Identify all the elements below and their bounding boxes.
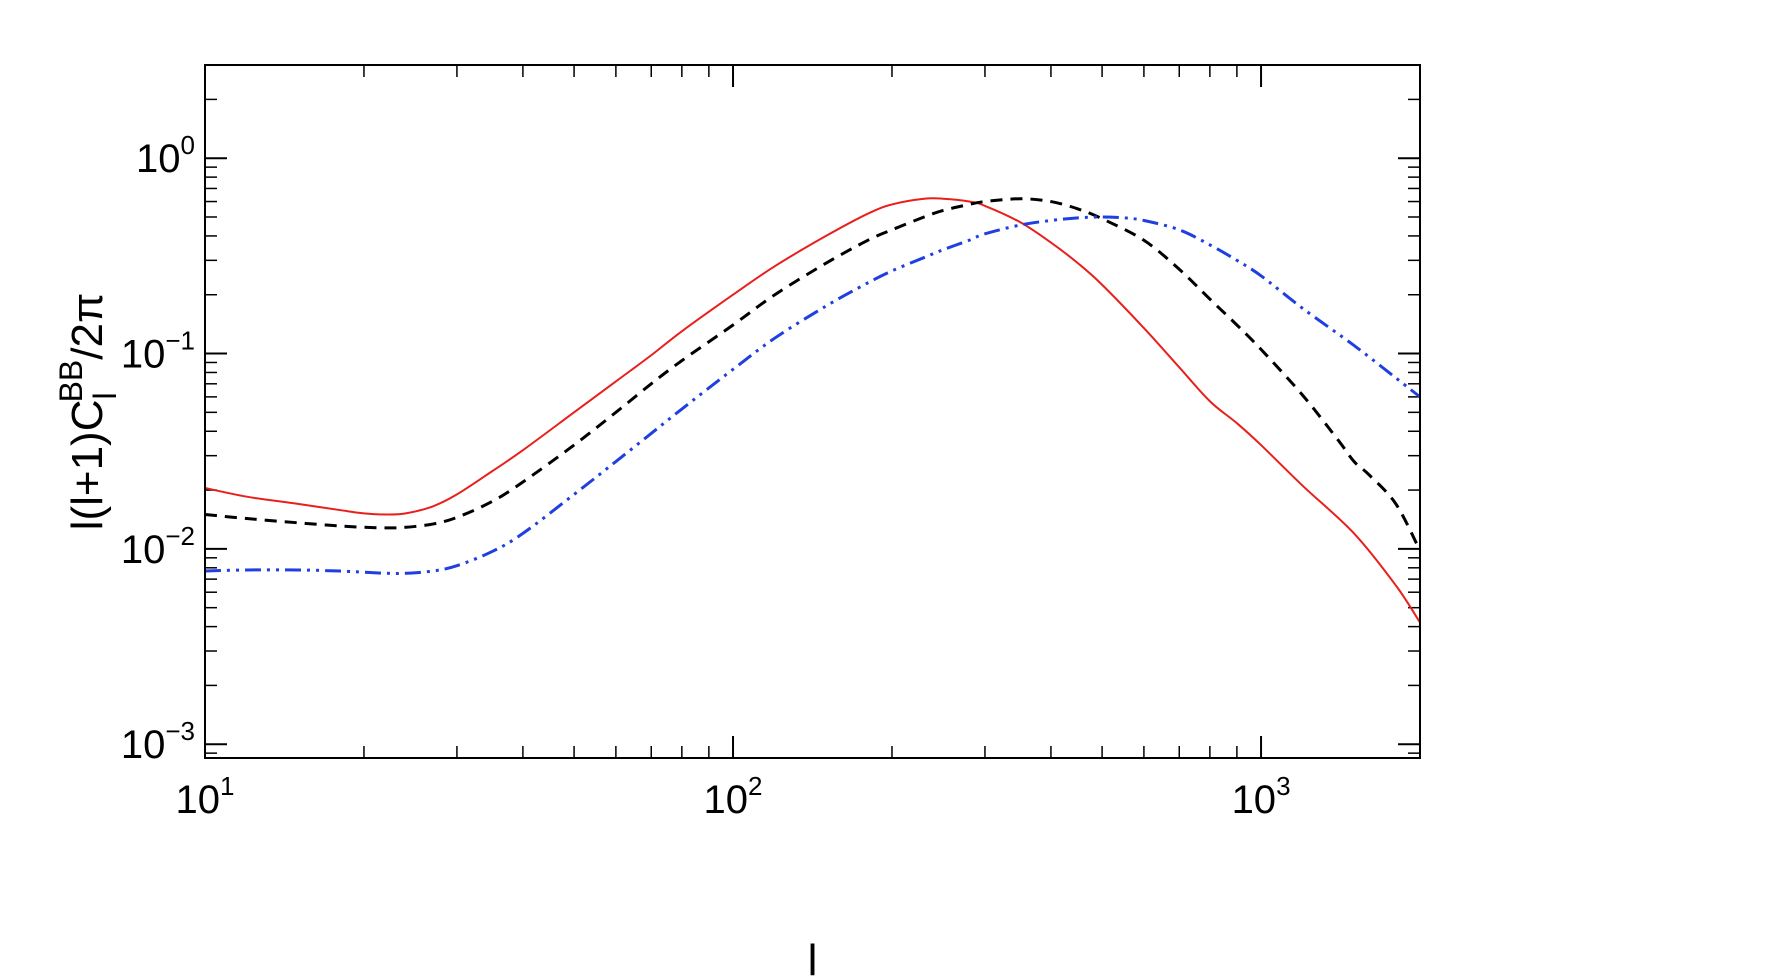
- plot-frame: [204, 64, 1421, 759]
- y-tick-label-base: 10: [121, 528, 166, 572]
- y-tick-label-exponent: −3: [165, 716, 195, 746]
- y-tick-label: 100: [136, 130, 195, 181]
- y-tick-label-base: 10: [121, 333, 166, 377]
- y-axis-title: l(l+1)ClBB/2π: [53, 293, 123, 531]
- y-tick-label-exponent: −2: [165, 521, 195, 551]
- y-axis-title-subscript: l: [87, 392, 123, 399]
- series-line-2: [204, 215, 1421, 575]
- y-axis-title-superscript: BB: [53, 360, 89, 403]
- x-tick-label: 103: [1232, 771, 1291, 822]
- y-tick-label-exponent: 0: [181, 130, 195, 160]
- x-tick-labels: 101 102 103: [176, 771, 1291, 822]
- y-tick-label-base: 10: [136, 137, 181, 181]
- y-tick-label-exponent: −1: [165, 326, 195, 356]
- minor-ticks: [205, 65, 1420, 758]
- series-layer: [204, 197, 1422, 624]
- x-tick-label: 102: [704, 771, 763, 822]
- y-tick-label-base: 10: [121, 723, 166, 767]
- x-tick-label-exponent: 1: [220, 771, 234, 801]
- x-axis-title: l: [808, 936, 818, 979]
- major-ticks: [204, 65, 1420, 758]
- series-line-1: [204, 197, 1422, 552]
- x-tick-label-base: 10: [1232, 778, 1277, 822]
- y-tick-label: 10−1: [121, 326, 195, 377]
- x-tick-label-exponent: 3: [1276, 771, 1290, 801]
- x-tick-label: 101: [176, 771, 235, 822]
- series-line-0: [204, 197, 1421, 624]
- x-tick-label-base: 10: [176, 778, 221, 822]
- x-tick-label-exponent: 2: [748, 771, 762, 801]
- y-axis-title-suffix: /2π: [63, 293, 112, 360]
- x-tick-label-base: 10: [704, 778, 749, 822]
- y-tick-label: 10−2: [121, 521, 195, 572]
- y-tick-label: 10−3: [121, 716, 195, 767]
- y-axis-title-prefix: l(l+1)C: [63, 400, 112, 531]
